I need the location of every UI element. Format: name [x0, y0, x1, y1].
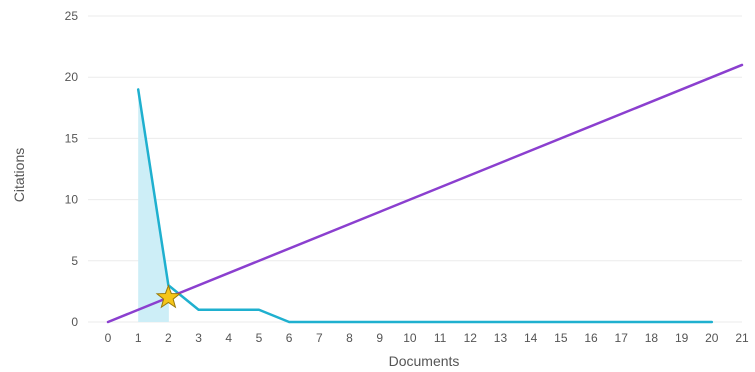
y-axis-title: Citations	[11, 148, 27, 202]
x-tick-labels: 0 1 2 3 4 5 6 7 8 9 10 11 12 13 14 15 16 17 18 19 20 21	[105, 331, 749, 345]
series-0-line	[136, 88, 714, 324]
x-tick-label-4: 4	[225, 331, 232, 345]
series-1-line	[106, 63, 744, 324]
x-tick-label-6: 6	[286, 331, 293, 345]
x-tick-label-1: 1	[135, 331, 142, 345]
x-tick-label-18: 18	[645, 331, 659, 345]
x-axis-title: Documents	[389, 353, 460, 369]
y-tick-label-5: 5	[71, 254, 78, 268]
x-tick-label-12: 12	[464, 331, 478, 345]
star-marker-icon	[155, 284, 182, 309]
grid-lines	[88, 15, 742, 323]
x-tick-label-9: 9	[376, 331, 383, 345]
x-tick-label-17: 17	[615, 331, 629, 345]
x-tick-label-10: 10	[403, 331, 417, 345]
x-tick-label-13: 13	[494, 331, 508, 345]
y-tick-label-20: 20	[65, 70, 79, 84]
series-0-area	[138, 89, 169, 322]
x-tick-label-19: 19	[675, 331, 689, 345]
x-tick-label-7: 7	[316, 331, 323, 345]
y-tick-label-15: 15	[65, 131, 79, 145]
x-tick-label-15: 15	[554, 331, 568, 345]
y-tick-label-25: 25	[65, 9, 79, 23]
y-tick-labels: 0 5 10 15 20 25	[65, 9, 79, 329]
marker-layer	[155, 284, 182, 309]
x-tick-label-2: 2	[165, 331, 172, 345]
x-tick-label-5: 5	[256, 331, 263, 345]
x-tick-label-3: 3	[195, 331, 202, 345]
x-tick-label-11: 11	[434, 331, 447, 345]
x-tick-label-21: 21	[735, 331, 749, 345]
x-tick-label-20: 20	[705, 331, 719, 345]
line-layer	[106, 63, 744, 324]
x-tick-label-0: 0	[105, 331, 112, 345]
y-tick-label-10: 10	[65, 193, 79, 207]
y-tick-label-0: 0	[71, 315, 78, 329]
x-tick-label-14: 14	[524, 331, 538, 345]
x-tick-label-16: 16	[584, 331, 598, 345]
x-tick-label-8: 8	[346, 331, 353, 345]
